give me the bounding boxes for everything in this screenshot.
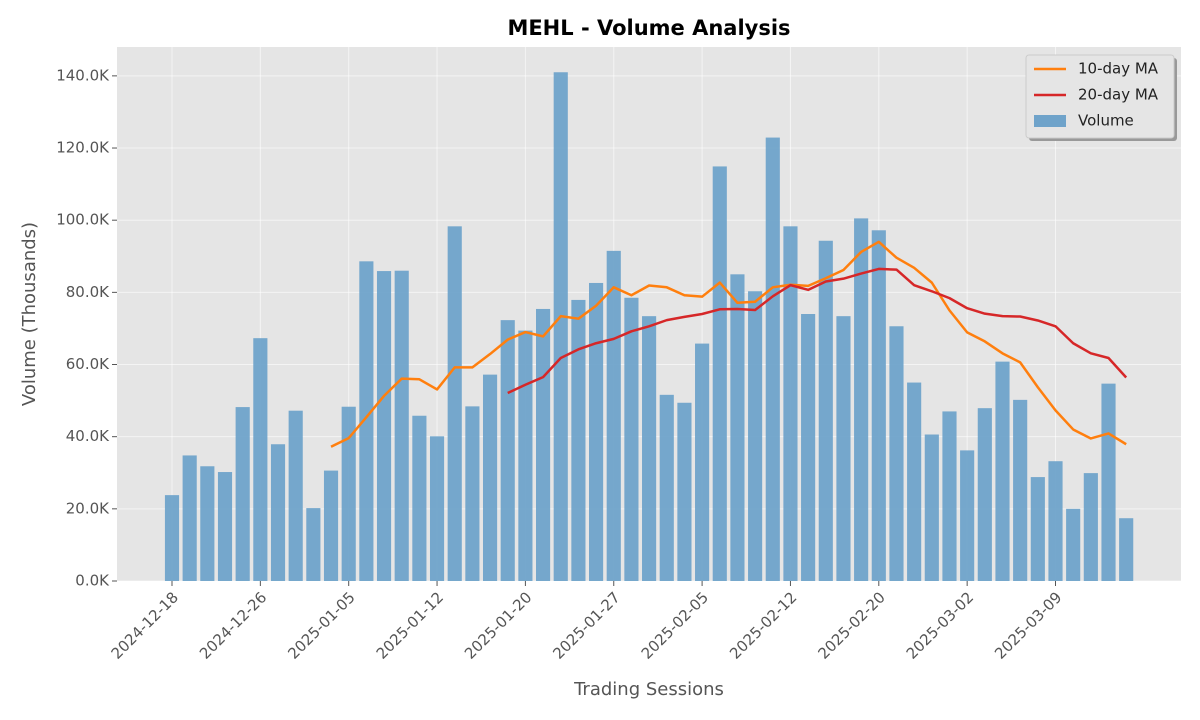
bar (341, 406, 356, 581)
bar (553, 72, 568, 581)
bar (482, 374, 498, 581)
x-axis-label: Trading Sessions (573, 679, 724, 700)
bar (659, 394, 674, 581)
y-axis-label: Volume (Thousands) (19, 222, 40, 406)
bar (624, 297, 639, 581)
bar (465, 406, 480, 581)
bar (995, 361, 1010, 581)
bar (200, 466, 215, 581)
bar (447, 226, 462, 581)
legend-label: Volume (1078, 112, 1134, 130)
legend: 10-day MA 20-day MA Volume (1025, 54, 1177, 141)
y-tick-label: 140.0K (56, 66, 110, 84)
x-tick-label: 2025-01-20 (461, 588, 535, 662)
bar (748, 291, 763, 581)
bar (253, 338, 268, 581)
bar (712, 166, 727, 581)
x-tick-label: 2025-02-05 (638, 588, 712, 662)
bar (801, 314, 816, 581)
chart-title: MEHL - Volume Analysis (507, 16, 790, 40)
bar (642, 316, 657, 581)
bar (500, 320, 515, 581)
bar (323, 470, 339, 581)
marks (164, 72, 1134, 582)
legend-swatch (1034, 115, 1066, 127)
x-tick-label: 2025-02-20 (814, 588, 888, 662)
bar (164, 495, 180, 581)
x-tick-label: 2025-01-27 (549, 588, 623, 662)
bar (907, 382, 922, 581)
bar (1066, 508, 1081, 581)
bar (270, 444, 286, 581)
bar (589, 282, 604, 581)
y-tick-label: 120.0K (56, 139, 110, 157)
x-tick-label: 2025-03-09 (991, 588, 1065, 662)
bar (871, 230, 886, 582)
bar (606, 250, 621, 582)
bar (695, 343, 710, 581)
bar (783, 226, 798, 581)
bar (429, 436, 445, 581)
bar (359, 261, 374, 581)
x-tick-label: 2024-12-26 (196, 588, 270, 662)
legend-label: 20-day MA (1078, 86, 1159, 104)
y-tick-label: 40.0K (66, 427, 110, 445)
x-tick-label: 2024-12-18 (108, 588, 182, 662)
bar (412, 415, 427, 581)
x-tick-label: 2025-02-12 (726, 588, 800, 662)
y-tick-label: 80.0K (66, 283, 110, 301)
bar (889, 326, 904, 581)
bar (924, 434, 939, 581)
y-tick-label: 60.0K (66, 355, 110, 373)
y-tick-label: 100.0K (56, 211, 110, 229)
x-tick-label: 2025-03-02 (903, 588, 977, 662)
x-tick-label: 2025-01-12 (373, 588, 447, 662)
legend-label: 10-day MA (1078, 60, 1159, 78)
bar (677, 402, 692, 581)
bar (536, 308, 551, 581)
bar (730, 274, 745, 581)
bar (977, 408, 992, 581)
bar (376, 271, 392, 581)
bar (1101, 383, 1116, 581)
bar (1013, 399, 1028, 581)
bar (182, 455, 197, 581)
bar (765, 137, 780, 581)
y-tick-label: 20.0K (66, 499, 110, 517)
bar (288, 410, 303, 581)
bar (306, 508, 321, 581)
bar (1048, 461, 1063, 581)
bar (818, 240, 833, 581)
bar (235, 407, 250, 581)
ma-line (330, 240, 1127, 448)
bar (960, 450, 975, 581)
bar (394, 270, 409, 581)
bar (518, 330, 533, 581)
y-tick-label: 0.0K (75, 572, 110, 590)
bar (942, 411, 957, 581)
bar (571, 299, 586, 581)
bar (1030, 477, 1045, 581)
bar (217, 472, 233, 581)
ma-line (507, 267, 1128, 395)
bar (836, 316, 851, 581)
bar (1119, 518, 1134, 581)
bar (1083, 473, 1098, 581)
x-tick-label: 2025-01-05 (284, 588, 358, 662)
bar (854, 218, 869, 581)
